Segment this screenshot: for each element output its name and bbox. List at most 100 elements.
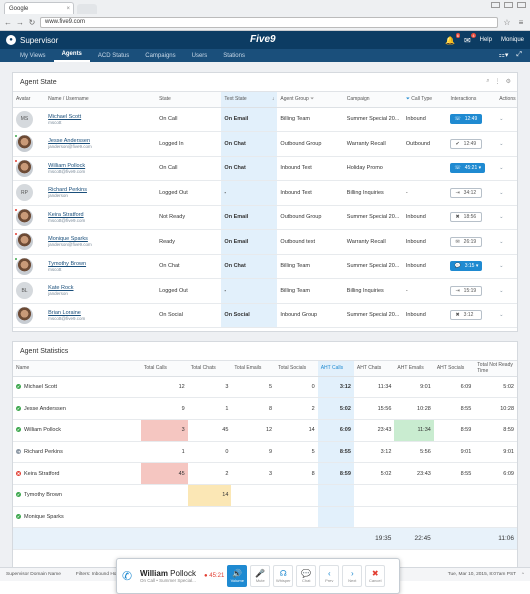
cancel-button[interactable]: ✖ Cancel xyxy=(365,565,386,587)
stats-row[interactable]: ✖ Keira Stratford 45 2 3 8 8:59 5:02 23:43 8:55 6:… xyxy=(13,462,517,485)
expand-icon[interactable]: ⤢ xyxy=(516,51,522,58)
search-icon[interactable]: ⌕ xyxy=(486,78,490,84)
reload-icon[interactable]: ↻ xyxy=(28,17,36,27)
stats-col-7[interactable]: AHT Emails xyxy=(394,361,434,377)
agent-name-link[interactable]: Tymothy Brown xyxy=(48,260,87,267)
stats-row[interactable]: ✔ Jesse Anderssen 9 1 8 2 5:02 15:56 10:28 8:55 10… xyxy=(13,397,517,420)
agent-name-link[interactable]: Jesse Anderssen xyxy=(48,138,91,145)
filter-icon[interactable]: ⏷ xyxy=(310,96,315,103)
mute-button[interactable]: 🎤 Mute xyxy=(250,565,271,587)
stats-col-9[interactable]: Total Not Ready Time xyxy=(474,361,517,377)
tab-acd-status[interactable]: ACD Status xyxy=(97,53,130,59)
filter-icon[interactable]: ⏷ xyxy=(405,96,410,103)
chat-button[interactable]: 💬 Chat xyxy=(296,565,317,587)
prev-button[interactable]: ‹ Prev xyxy=(319,565,340,587)
user-menu[interactable]: Monique xyxy=(500,37,524,43)
col-campaign[interactable]: Campaign xyxy=(343,92,403,108)
agent-row[interactable]: Jesse Anderssen janderson@five9.com Logged… xyxy=(13,131,517,157)
tab-agents[interactable]: Agents xyxy=(53,51,90,62)
settings-icon[interactable]: ⚙ xyxy=(505,79,511,85)
browser-menu-icon[interactable]: ≡ xyxy=(518,17,524,27)
close-tab-icon[interactable]: × xyxy=(66,5,70,12)
interaction-pill[interactable]: 💬 3:15 ▾ xyxy=(450,261,483,272)
chevron-down-icon[interactable]: ⌄ xyxy=(499,140,504,147)
tab-my-views[interactable]: My Views xyxy=(20,53,46,59)
agent-row[interactable]: Brian Loraine mscott@five9.com On Social On… xyxy=(13,303,517,328)
stats-col-2[interactable]: Total Chats xyxy=(187,361,232,377)
chevron-down-icon[interactable]: ⌄ xyxy=(499,189,504,196)
forward-icon[interactable]: → xyxy=(16,17,24,27)
stats-value-cell: 0 xyxy=(275,376,318,399)
chevron-down-icon[interactable]: ⌄ xyxy=(499,287,504,294)
close-window-icon[interactable] xyxy=(517,2,526,8)
agent-name-link[interactable]: Richard Perkins xyxy=(48,187,87,194)
agent-row[interactable]: William Pollock mscott@five9.com On Call On… xyxy=(13,156,517,181)
agent-row[interactable]: Tymothy Brown mscott On Chat On Chat Billing… xyxy=(13,254,517,279)
chevron-down-icon[interactable]: ⌄ xyxy=(499,312,504,319)
stats-col-4[interactable]: Total Socials xyxy=(275,361,318,377)
interaction-pill[interactable]: ✉ 26:19 xyxy=(450,236,483,247)
stats-row[interactable]: ✔ William Pollock 3 45 12 14 6:09 23:43 11:34 8:5… xyxy=(13,419,517,442)
browser-tab[interactable]: Google × xyxy=(4,2,74,14)
col-name[interactable]: Name / Username xyxy=(45,92,157,108)
help-menu[interactable]: Help xyxy=(479,37,492,43)
chevron-down-icon[interactable]: ⌄ xyxy=(499,263,504,270)
tab-stations[interactable]: Stations xyxy=(223,53,245,59)
maximize-icon[interactable] xyxy=(504,2,513,8)
chevron-down-icon[interactable]: ⌄ xyxy=(499,165,504,172)
stats-value-cell: 3:12 xyxy=(353,441,395,464)
chevron-down-icon[interactable]: ⌄ xyxy=(499,214,504,221)
stats-col-6[interactable]: AHT Chats xyxy=(353,361,395,377)
whisper-button[interactable]: ☊ Whisper xyxy=(273,565,294,587)
chevron-down-icon[interactable]: ⌄ xyxy=(499,238,504,245)
agent-name-link[interactable]: Keira Stratford xyxy=(48,211,84,218)
agent-name-link[interactable]: Monique Sparks xyxy=(48,236,88,243)
agent-name-link[interactable]: Michael Scott xyxy=(48,113,82,120)
stats-row[interactable]: ✔ Michael Scott 12 3 5 0 3:12 11:34 9:01 6:09 5:02 xyxy=(13,376,517,399)
sort-icon[interactable]: ↓ xyxy=(271,96,275,103)
chevron-down-icon[interactable]: ⌄ xyxy=(499,116,504,123)
stats-col-1[interactable]: Total Calls xyxy=(140,361,188,377)
agent-row[interactable]: MS Michael Scott mscott On Call On Email Bill… xyxy=(13,107,517,132)
filters-text[interactable]: Filters: Inbound Hour xyxy=(75,572,121,577)
interactions-cell: ☏ 12:49 xyxy=(447,107,497,132)
back-icon[interactable]: ← xyxy=(4,17,12,27)
stats-col-5[interactable]: AHT Calls xyxy=(317,361,354,377)
interaction-pill[interactable]: ✖ 18:56 xyxy=(450,212,483,223)
stats-col-0[interactable]: Name xyxy=(13,361,141,377)
agent-row[interactable]: BL Kate Rock janderson Logged Out - Billing T… xyxy=(13,278,517,304)
stats-row[interactable]: ✔ Monique Sparks xyxy=(13,506,517,529)
agent-row[interactable]: RP Richard Perkins janderson Logged Out - Inb… xyxy=(13,180,517,206)
messages-icon[interactable]: ✉ 4 xyxy=(463,32,476,45)
col-state[interactable]: State xyxy=(156,92,222,108)
stats-row[interactable]: ✔ Tymothy Brown 14 xyxy=(13,484,517,507)
interaction-pill[interactable]: ☏ 45:21 ▾ xyxy=(450,163,486,174)
stats-row[interactable]: ⇥ Richard Perkins 1 0 9 5 8:55 3:12 5:56 9:01 9:01 xyxy=(13,441,517,464)
new-tab-button[interactable] xyxy=(77,4,97,14)
agent-name-link[interactable]: Brian Loraine xyxy=(48,309,81,316)
interaction-pill[interactable]: ☏ 12:49 xyxy=(450,114,483,125)
agent-name-link[interactable]: Kate Rock xyxy=(48,285,74,292)
address-bar[interactable]: www.five9.com xyxy=(40,16,498,28)
col-call-type[interactable]: ⏷ Call Type xyxy=(402,92,448,108)
interaction-pill[interactable]: ✔ 12:49 xyxy=(450,138,483,149)
col-text-state[interactable]: Text State ↓ xyxy=(221,92,278,108)
tab-campaigns[interactable]: Campaigns xyxy=(145,53,176,59)
minimize-icon[interactable] xyxy=(491,2,500,8)
stats-col-8[interactable]: AHT Socials xyxy=(433,361,475,377)
more-icon[interactable]: ⋮ xyxy=(494,79,501,85)
agent-row[interactable]: Monique Sparks janderson@five9.com Ready On… xyxy=(13,229,517,255)
interaction-pill[interactable]: ⇥ 34:12 xyxy=(450,187,483,198)
next-button[interactable]: › Next xyxy=(342,565,363,587)
interaction-pill[interactable]: ⇥ 15:19 xyxy=(450,285,483,296)
col-agent-group[interactable]: Agent Group ⏷ xyxy=(277,92,344,108)
star-icon[interactable]: ☆ xyxy=(503,17,511,27)
tab-users[interactable]: Users xyxy=(191,53,208,59)
agent-row[interactable]: Keira Stratford mscott@five9.com Not Ready… xyxy=(13,205,517,230)
stats-col-3[interactable]: Total Emails xyxy=(231,361,276,377)
layout-icon[interactable]: ⚏▾ xyxy=(498,52,509,59)
interaction-pill[interactable]: ✖ 3:12 xyxy=(450,310,483,321)
notifications-icon[interactable]: 🔔 6 xyxy=(444,32,460,45)
agent-name-link[interactable]: William Pollock xyxy=(48,162,86,169)
volume-button[interactable]: 🔊 Volume xyxy=(227,565,248,587)
